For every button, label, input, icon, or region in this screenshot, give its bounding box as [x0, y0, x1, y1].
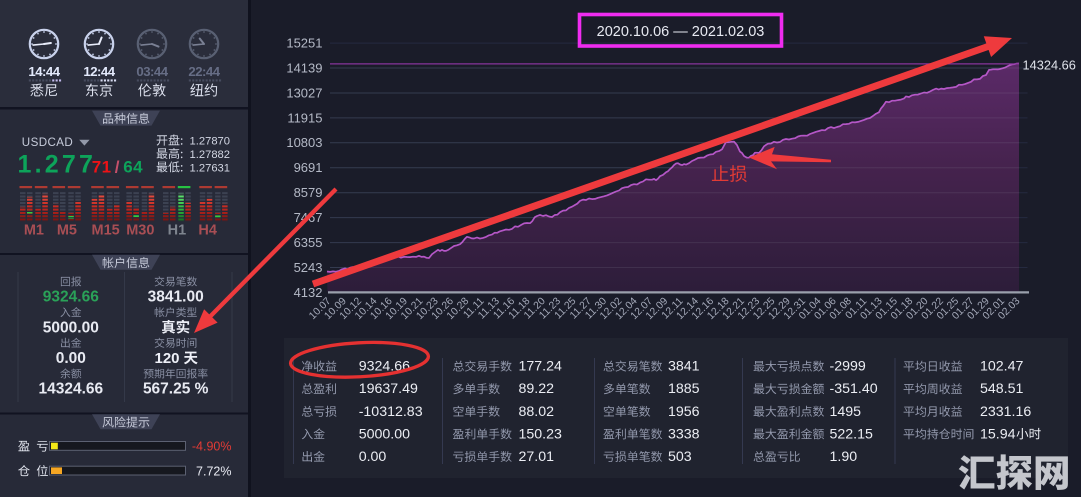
svg-text:5243: 5243 — [294, 260, 323, 275]
svg-text:1.90: 1.90 — [830, 449, 858, 465]
svg-text:71: 71 — [92, 157, 112, 176]
svg-text:1885: 1885 — [668, 381, 700, 397]
svg-text:6355: 6355 — [294, 235, 323, 250]
svg-text:9324.66: 9324.66 — [43, 289, 99, 306]
svg-text:4132: 4132 — [294, 285, 323, 300]
svg-text:-351.40: -351.40 — [830, 381, 878, 397]
svg-text:177.24: 177.24 — [519, 359, 563, 375]
svg-text:9691: 9691 — [294, 160, 323, 175]
svg-text:14324.66: 14324.66 — [1023, 57, 1076, 72]
svg-text:0.00: 0.00 — [56, 350, 86, 367]
svg-text:15.94: 15.94 — [980, 426, 1016, 442]
svg-text:22:44: 22:44 — [188, 64, 220, 79]
svg-text:1495: 1495 — [830, 404, 862, 420]
svg-text:/: / — [115, 157, 120, 176]
svg-text:M5: M5 — [57, 223, 77, 239]
svg-text:567.25 %: 567.25 % — [143, 381, 209, 398]
svg-text:12:44: 12:44 — [83, 64, 115, 79]
svg-text:1.277: 1.277 — [18, 150, 97, 178]
svg-text:2020.10.06 — 2021.02.03: 2020.10.06 — 2021.02.03 — [597, 24, 765, 40]
svg-text:19637.49: 19637.49 — [359, 381, 418, 397]
svg-text:14139: 14139 — [286, 60, 322, 75]
svg-text:120: 120 — [155, 350, 180, 367]
svg-text:H1: H1 — [168, 223, 187, 239]
svg-text:1.27882: 1.27882 — [190, 149, 230, 161]
svg-text:3841: 3841 — [668, 359, 700, 375]
svg-text:150.23: 150.23 — [519, 426, 563, 442]
svg-text:0.00: 0.00 — [359, 449, 387, 465]
svg-text:3338: 3338 — [668, 426, 700, 442]
svg-text:522.15: 522.15 — [830, 426, 874, 442]
svg-text:11915: 11915 — [287, 110, 322, 125]
svg-text:548.51: 548.51 — [980, 381, 1024, 397]
svg-text:-4.90%: -4.90% — [192, 440, 232, 454]
svg-text:-10312.83: -10312.83 — [359, 404, 423, 420]
svg-text:1956: 1956 — [668, 404, 700, 420]
svg-text:64: 64 — [123, 157, 143, 176]
svg-text:102.47: 102.47 — [980, 359, 1024, 375]
svg-text:3841.00: 3841.00 — [148, 289, 204, 306]
svg-text:M15: M15 — [91, 223, 119, 239]
svg-text:2331.16: 2331.16 — [980, 404, 1031, 420]
svg-text:5000.00: 5000.00 — [359, 426, 410, 442]
svg-text:10803: 10803 — [286, 135, 322, 150]
svg-text:88.02: 88.02 — [519, 404, 555, 420]
svg-text:M30: M30 — [126, 223, 154, 239]
svg-text:5000.00: 5000.00 — [43, 319, 99, 336]
svg-text:89.22: 89.22 — [519, 381, 555, 397]
svg-text:13027: 13027 — [286, 85, 322, 100]
svg-text:1.27631: 1.27631 — [190, 162, 230, 174]
svg-text:14:44: 14:44 — [28, 64, 60, 79]
svg-text:USDCAD: USDCAD — [22, 136, 73, 149]
svg-text:1.27870: 1.27870 — [190, 136, 230, 148]
svg-text:7.72%: 7.72% — [196, 464, 231, 478]
svg-text:H4: H4 — [198, 223, 217, 239]
svg-text:503: 503 — [668, 449, 692, 465]
svg-text:8579: 8579 — [294, 185, 323, 200]
svg-text:03:44: 03:44 — [136, 64, 168, 79]
svg-text:M1: M1 — [24, 223, 44, 239]
svg-text:14324.66: 14324.66 — [38, 381, 103, 398]
svg-text:-2999: -2999 — [830, 359, 866, 375]
svg-text:27.01: 27.01 — [519, 449, 555, 465]
svg-text:15251: 15251 — [286, 36, 322, 51]
